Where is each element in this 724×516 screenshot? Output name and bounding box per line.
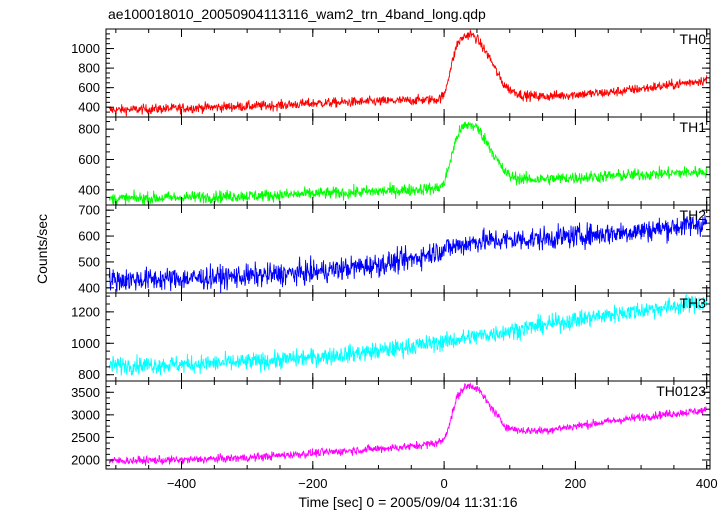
y-tick-label: 1000 [71, 41, 100, 56]
panel-label-th0123: TH0123 [656, 383, 706, 399]
x-tick-label: 0 [440, 476, 447, 491]
panel-th1: 400 600 800 TH1 [78, 116, 711, 206]
y-tick-label: 500 [78, 254, 100, 269]
y-tick-label: 1000 [71, 336, 100, 351]
y-tick-label: 800 [78, 61, 100, 76]
panel-th2: 400 500 600 700 TH2 [78, 203, 711, 295]
y-tick-label: 2000 [71, 452, 100, 467]
y-tick-label: 3000 [71, 407, 100, 422]
x-axis-label: Time [sec] 0 = 2005/09/04 11:31:16 [298, 494, 517, 510]
y-axis-label: Counts/sec [34, 214, 50, 284]
y-tick-label: 800 [78, 367, 100, 382]
y-tick-label: 400 [78, 280, 100, 295]
series-line-th0 [108, 29, 708, 117]
panel-label-th0: TH0 [680, 31, 707, 47]
panel-frame [105, 380, 711, 470]
x-tick-label: −200 [298, 476, 327, 491]
y-tick-label: 700 [78, 203, 100, 218]
series-line-th3 [108, 293, 708, 376]
y-tick-label: 400 [78, 100, 100, 115]
chart-title: ae100018010_20050904113116_wam2_trn_4ban… [108, 6, 486, 22]
y-tick-label: 800 [78, 122, 100, 137]
panels-group: 400 600 800 1000 TH0 400 600 800 TH1 400 500 600 700… [71, 28, 718, 491]
panel-label-th2: TH2 [680, 207, 707, 223]
panel-frame [105, 292, 711, 382]
y-tick-label: 1200 [71, 304, 100, 319]
y-tick-label: 600 [78, 152, 100, 167]
x-tick-label: 400 [696, 476, 718, 491]
panel-th0123: 2000 2500 3000 3500 TH0123 [71, 380, 711, 470]
panel-label-th3: TH3 [680, 295, 707, 311]
y-tick-label: 600 [78, 80, 100, 95]
panel-th3: 800 1000 1200 TH3 [71, 292, 711, 382]
panel-th0: 400 600 800 1000 TH0 [71, 28, 711, 118]
series-line-th2 [108, 212, 708, 293]
y-tick-label: 2500 [71, 430, 100, 445]
series-line-th1 [108, 121, 708, 205]
y-tick-label: 3500 [71, 385, 100, 400]
x-tick-label: 200 [565, 476, 587, 491]
panel-label-th1: TH1 [680, 119, 707, 135]
x-tick-label: −400 [167, 476, 196, 491]
y-tick-label: 400 [78, 182, 100, 197]
series-line-th0123 [108, 382, 708, 466]
panel-frame [105, 28, 711, 118]
y-tick-label: 600 [78, 229, 100, 244]
